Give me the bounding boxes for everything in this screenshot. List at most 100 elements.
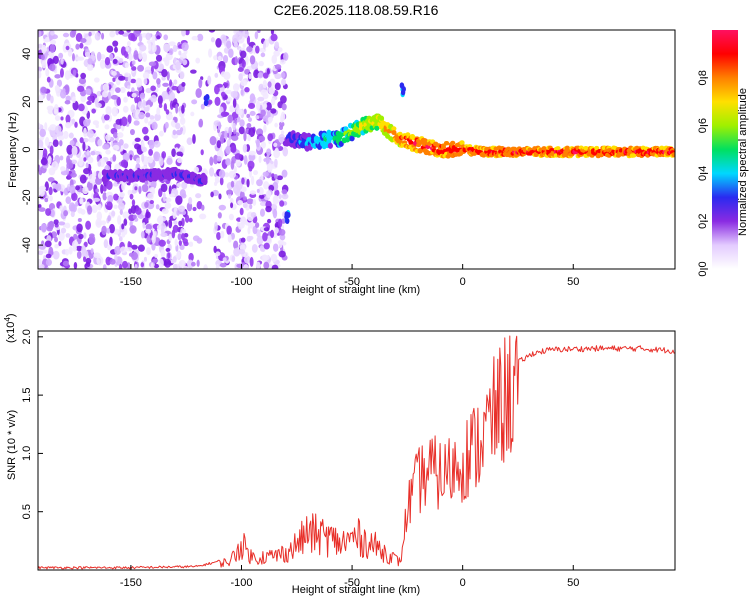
- spectrogram-x-tick-label: -50: [344, 276, 360, 288]
- spectrogram-noise-cell: [267, 116, 273, 123]
- spectrogram-noise-cell: [242, 43, 246, 48]
- spectrogram-noise-cell: [240, 89, 244, 96]
- spectrogram-noise-cell: [263, 227, 270, 232]
- spectrogram-noise-cell: [117, 215, 122, 225]
- spectrogram-noise-cell: [84, 51, 91, 57]
- snr-panel: -150 -100 -50 0 50 0.5 1.0 1.5 2.0 Height of st…: [3, 313, 676, 596]
- spectrogram-track-cell: [541, 146, 547, 151]
- spectrogram-noise-cell: [124, 62, 129, 69]
- spectrogram-noise-cell: [80, 94, 87, 103]
- spectrogram-noise-cell: [215, 263, 220, 269]
- spectrogram-noise-cell: [135, 157, 141, 164]
- spectrogram-noise-cell: [166, 157, 173, 165]
- spectrogram-noise-cell: [144, 117, 149, 124]
- spectrogram-noise-cell: [278, 229, 286, 236]
- spectrogram-noise-cell: [46, 92, 52, 101]
- spectrogram-noise-cell: [160, 249, 166, 258]
- spectrogram-noise-cell: [65, 95, 71, 102]
- spectrogram-noise-cell: [227, 234, 232, 243]
- spectrogram-noise-cell: [51, 161, 59, 171]
- spectrogram-track-cell: [450, 140, 456, 146]
- spectrogram-noise-cell: [152, 258, 159, 263]
- spectrogram-noise-cell: [188, 241, 194, 247]
- spectrogram-noise-cell: [80, 72, 87, 79]
- spectrogram-noise-cell: [71, 118, 76, 125]
- spectrogram-noise-cell: [168, 233, 173, 242]
- spectrogram-noise-cell: [281, 78, 287, 86]
- spectrogram-track-cell: [443, 140, 450, 146]
- spectrogram-noise-cell: [249, 55, 256, 65]
- spectrogram-feature-cell: [400, 89, 406, 96]
- spectrogram-noise-cell: [243, 131, 247, 142]
- spectrogram-noise-cell: [55, 125, 62, 134]
- spectrogram-noise-cell: [107, 194, 114, 204]
- spectrogram-noise-cell: [119, 86, 126, 94]
- spectrogram-noise-cell: [38, 204, 42, 209]
- spectrogram-noise-cell: [165, 247, 171, 252]
- spectrogram-track-cell: [631, 153, 637, 158]
- spectrogram-noise-cell: [232, 122, 237, 131]
- spectrogram-noise-cell: [38, 250, 44, 256]
- spectrogram-noise-cell: [198, 118, 204, 128]
- spectrogram-noise-cell: [246, 178, 250, 188]
- spectrogram-noise-cell: [235, 158, 242, 167]
- spectrogram-noise-cell: [247, 226, 251, 235]
- spectrogram-noise-cell: [63, 187, 69, 196]
- spectrogram-noise-cell: [127, 262, 131, 269]
- spectrogram-noise-cell: [176, 151, 183, 157]
- spectrogram-noise-cell: [49, 145, 54, 155]
- spectrogram-noise-cell: [58, 52, 64, 59]
- spectrogram-noise-cell: [86, 100, 92, 106]
- spectrogram-noise-cell: [220, 71, 226, 78]
- spectrogram-noise-cell: [106, 180, 113, 190]
- spectrogram-noise-cell: [52, 139, 59, 147]
- spectrogram-noise-cell: [106, 161, 112, 166]
- spectrogram-noise-cell: [130, 78, 137, 84]
- spectrogram-noise-cell: [125, 247, 133, 252]
- spectrogram-noise-cell: [77, 207, 83, 214]
- spectrogram-noise-cell: [259, 201, 268, 207]
- spectrogram-noise-cell: [181, 82, 186, 87]
- spectrogram-noise-cell: [229, 105, 235, 113]
- spectrogram-noise-cell: [257, 96, 265, 102]
- spectrogram-noise-cell: [256, 179, 263, 187]
- spectrogram-noise-cell: [111, 70, 117, 77]
- spectrogram-noise-cell: [129, 129, 135, 136]
- spectrogram-noise-cell: [181, 125, 186, 135]
- spectrogram-noise-cell: [265, 154, 270, 165]
- spectrogram-noise-cell: [113, 193, 119, 201]
- spectrogram-noise-cell: [225, 145, 232, 155]
- spectrogram-noise-cell: [103, 239, 109, 249]
- spectrogram-noise-cell: [109, 258, 116, 265]
- spectrogram-noise-cell: [232, 34, 239, 44]
- spectrogram-noise-cell: [78, 103, 85, 112]
- spectrogram-noise-cell: [138, 112, 145, 120]
- spectrogram-noise-cell: [171, 85, 178, 91]
- spectrogram-y-tick-label: 20: [21, 96, 33, 108]
- spectrogram-noise-cell: [190, 69, 197, 74]
- spectrogram-noise-cell: [213, 55, 218, 61]
- spectrogram-noise-cell: [65, 114, 71, 124]
- spectrogram-noise-cell: [253, 170, 259, 176]
- spectrogram-noise-cell: [120, 159, 128, 168]
- colorbar: 0.0 0.2 0.4 0.6 0.8 Normalized spectral ampl…: [697, 30, 749, 277]
- spectrogram-noise-cell: [238, 126, 245, 135]
- spectrogram-noise-cell: [128, 52, 133, 62]
- spectrogram-noise-cell: [44, 136, 50, 147]
- spectrogram-noise-cell: [243, 155, 248, 165]
- spectrogram-noise-cell: [188, 196, 193, 205]
- spectrogram-noise-cell: [260, 89, 268, 96]
- spectrogram-noise-cell: [64, 70, 71, 81]
- spectrogram-noise-cell: [210, 37, 215, 43]
- colorbar-tick-label: 0.0: [697, 261, 709, 276]
- spectrogram-noise-cell: [242, 264, 249, 269]
- spectrogram-noise-cell: [45, 253, 52, 259]
- spectrogram-noise-cell: [133, 30, 141, 38]
- spectrogram-noise-cell: [216, 155, 222, 162]
- spectrogram-noise-cell: [241, 59, 246, 68]
- spectrogram-noise-cell: [266, 148, 272, 156]
- snr-background: [38, 331, 675, 570]
- spectrogram-noise-cell: [102, 264, 107, 269]
- spectrogram-noise-cell: [258, 155, 262, 163]
- spectrogram-noise-cell: [123, 96, 128, 103]
